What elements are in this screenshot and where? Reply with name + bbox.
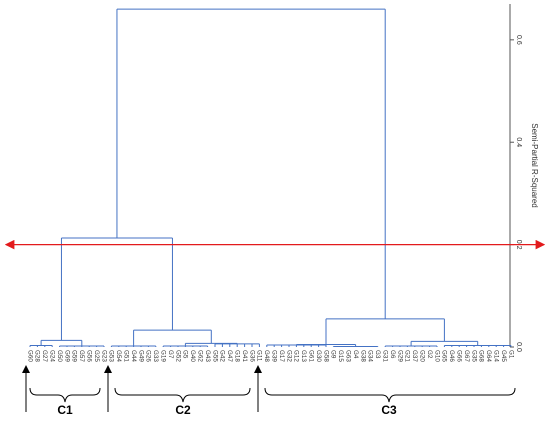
leaf-label: G12 [293, 350, 300, 362]
merge-link [214, 343, 260, 347]
leaf-label: G58 [322, 350, 329, 362]
leaf-label: G34 [367, 350, 374, 362]
leaf-label: G17 [278, 350, 285, 362]
leaf-label: G33 [152, 350, 159, 362]
leaf-label: G37 [411, 350, 418, 362]
leaf-label: G29 [396, 350, 403, 362]
y-axis-label: Semi-Partial R-Squared [530, 123, 539, 207]
leaf-label: G26 [145, 350, 152, 362]
leaf-label: G21 [404, 350, 411, 362]
leaf-label: G69 [63, 350, 70, 362]
leaf-label: G7 [167, 350, 174, 359]
leaf-label: G67 [463, 350, 470, 362]
leaf-label: G1 [507, 350, 514, 359]
merge-link [162, 345, 209, 347]
leaf-label: G28 [34, 350, 41, 362]
merge-link [133, 329, 212, 346]
leaf-label: G36 [248, 350, 255, 362]
group-label: C3 [381, 403, 397, 417]
merge-link [59, 345, 105, 347]
leaf-label: G45 [500, 350, 507, 362]
leaf-label: G9 [330, 350, 337, 359]
leaf-label: G14 [493, 350, 500, 362]
leaf-label: G35 [470, 350, 477, 362]
leaf-label: G30 [315, 350, 322, 362]
leaf-label: G3 [374, 350, 381, 359]
leaf-label: G42 [219, 350, 226, 362]
leaf-label: G4 [352, 350, 359, 359]
brace [114, 387, 251, 403]
leaf-label: G68 [478, 350, 485, 362]
merge-link [410, 340, 479, 346]
merge-link [443, 344, 512, 347]
leaf-label: G13 [300, 350, 307, 362]
leaf-label: G66 [456, 350, 463, 362]
leaf-label: G59 [71, 350, 78, 362]
y-tick-label: 0.4 [515, 137, 522, 147]
leaf-label: G64 [485, 350, 492, 362]
leaf-label: G46 [448, 350, 455, 362]
merge-link [60, 237, 173, 341]
leaf-label: G43 [204, 350, 211, 362]
merge-link [40, 339, 83, 346]
merge-link [384, 345, 438, 347]
leaf-label: G41 [241, 350, 248, 362]
leaf-label: G10 [433, 350, 440, 362]
leaf-label: G53 [108, 350, 115, 362]
leaf-label: G5 [182, 350, 189, 359]
leaf-label: G60 [26, 350, 33, 362]
leaf-label: G50 [56, 350, 63, 362]
y-tick-label: 0.0 [515, 342, 522, 352]
leaf-label: G57 [78, 350, 85, 362]
leaf-label: G18 [234, 350, 241, 362]
leaf-label: G19 [160, 350, 167, 362]
leaf-label: G20 [419, 350, 426, 362]
merge-link [29, 344, 53, 347]
merge-link [116, 8, 386, 319]
leaf-label: G32 [285, 350, 292, 362]
leaf-label: G11 [256, 350, 263, 362]
merge-link [325, 318, 445, 345]
leaf-label: G62 [197, 350, 204, 362]
leaf-label: G2 [426, 350, 433, 359]
leaf-label: G27 [41, 350, 48, 362]
leaf-label: G31 [382, 350, 389, 362]
group-label: C2 [175, 403, 191, 417]
leaf-label: G39 [271, 350, 278, 362]
group-label: C1 [57, 403, 73, 417]
group-braces [22, 365, 516, 412]
leaf-label: G52 [174, 350, 181, 362]
merge-link [266, 344, 327, 347]
leaf-label: G44 [130, 350, 137, 362]
leaf-label: G15 [337, 350, 344, 362]
leaf-label: G51 [123, 350, 130, 362]
brace [29, 387, 101, 403]
leaf-label: G49 [137, 350, 144, 362]
leaf-label: G54 [115, 350, 122, 362]
y-tick-label: 0.6 [515, 35, 522, 45]
leaf-label: G61 [308, 350, 315, 362]
leaf-label: G38 [359, 350, 366, 362]
leaf-label: G48 [263, 350, 270, 362]
leaf-label: G40 [189, 350, 196, 362]
merge-link [110, 345, 157, 347]
leaf-label: G55 [211, 350, 218, 362]
leaf-label: G25 [93, 350, 100, 362]
leaf-label: G24 [49, 350, 56, 362]
merge-link [332, 345, 379, 347]
leaf-label: G6 [389, 350, 396, 359]
leaf-label: G23 [100, 350, 107, 362]
leaf-label: G65 [441, 350, 448, 362]
leaf-label: G47 [226, 350, 233, 362]
brace [264, 387, 516, 403]
leaf-label: G63 [345, 350, 352, 362]
leaf-label: G56 [86, 350, 93, 362]
